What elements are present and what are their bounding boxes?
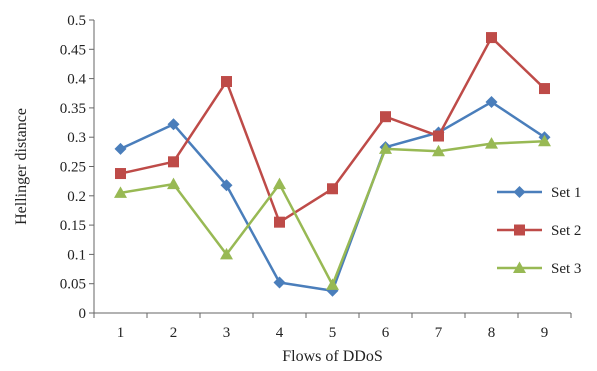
- data-point: [220, 179, 233, 192]
- data-point: [538, 134, 551, 147]
- data-point: [379, 142, 392, 154]
- y-tick-label: 0.1: [67, 247, 86, 263]
- legend-label: Set 2: [551, 223, 581, 239]
- x-tick-label: 2: [170, 325, 178, 341]
- x-tick-label: 9: [541, 325, 549, 341]
- series-3: [114, 134, 551, 290]
- data-point: [273, 276, 286, 289]
- y-tick-label: 0.45: [60, 42, 86, 58]
- data-point: [221, 76, 232, 88]
- data-point: [167, 177, 180, 190]
- data-point: [539, 83, 550, 95]
- y-tick-label: 0: [79, 306, 87, 322]
- data-point: [168, 156, 179, 168]
- series-2: [115, 32, 550, 228]
- legend-marker: [514, 224, 525, 236]
- y-axis-title: Hellinger distance: [13, 108, 30, 225]
- series-line: [120, 36, 546, 224]
- x-tick-label: 8: [488, 325, 496, 341]
- series-line: [120, 140, 545, 287]
- y-tick-label: 0.2: [67, 189, 86, 205]
- data-point: [167, 118, 180, 131]
- data-point: [114, 142, 127, 155]
- y-axis-ticks: 0 0.05 0.1 0.15 0.2 0.25 0.3 0.35 0.4 0.45 0.5: [60, 13, 94, 322]
- legend: Set 1 Set 2 Set 3: [497, 185, 581, 277]
- data-point: [485, 96, 498, 109]
- x-tick-label: 1: [117, 325, 125, 341]
- series-1: [114, 96, 551, 297]
- x-tick-label: 4: [276, 325, 284, 341]
- data-point: [274, 216, 285, 228]
- legend-item: Set 2: [497, 223, 581, 239]
- x-axis-ticks: 1 2 3 4 5 6 7 8 9: [93, 313, 572, 341]
- data-point: [485, 137, 498, 149]
- y-tick-label: 0.15: [60, 218, 86, 234]
- data-point: [327, 183, 338, 195]
- data-point: [114, 186, 127, 198]
- x-tick-label: 3: [223, 325, 231, 341]
- legend-label: Set 3: [551, 261, 581, 277]
- legend-item: Set 1: [497, 185, 581, 201]
- series-group: [114, 32, 551, 297]
- y-tick-label: 0.35: [60, 101, 86, 117]
- data-point: [115, 168, 126, 180]
- data-point: [433, 130, 444, 142]
- y-tick-label: 0.05: [60, 277, 86, 293]
- y-tick-label: 0.3: [67, 130, 86, 146]
- data-point: [273, 177, 286, 190]
- x-axis-title: Flows of DDoS: [282, 348, 382, 365]
- data-point: [220, 247, 233, 260]
- x-tick-label: 7: [435, 325, 443, 341]
- data-point: [326, 278, 339, 290]
- legend-item: Set 3: [497, 261, 581, 277]
- legend-label: Set 1: [551, 185, 581, 201]
- data-point: [486, 32, 497, 44]
- legend-marker: [513, 261, 526, 273]
- legend-marker: [513, 186, 526, 198]
- x-tick-label: 5: [329, 325, 337, 341]
- x-tick-label: 6: [382, 325, 390, 341]
- data-point: [432, 144, 445, 157]
- y-tick-label: 0.5: [67, 13, 86, 29]
- data-point: [380, 111, 391, 123]
- y-tick-label: 0.4: [67, 72, 86, 88]
- y-tick-label: 0.25: [60, 160, 86, 176]
